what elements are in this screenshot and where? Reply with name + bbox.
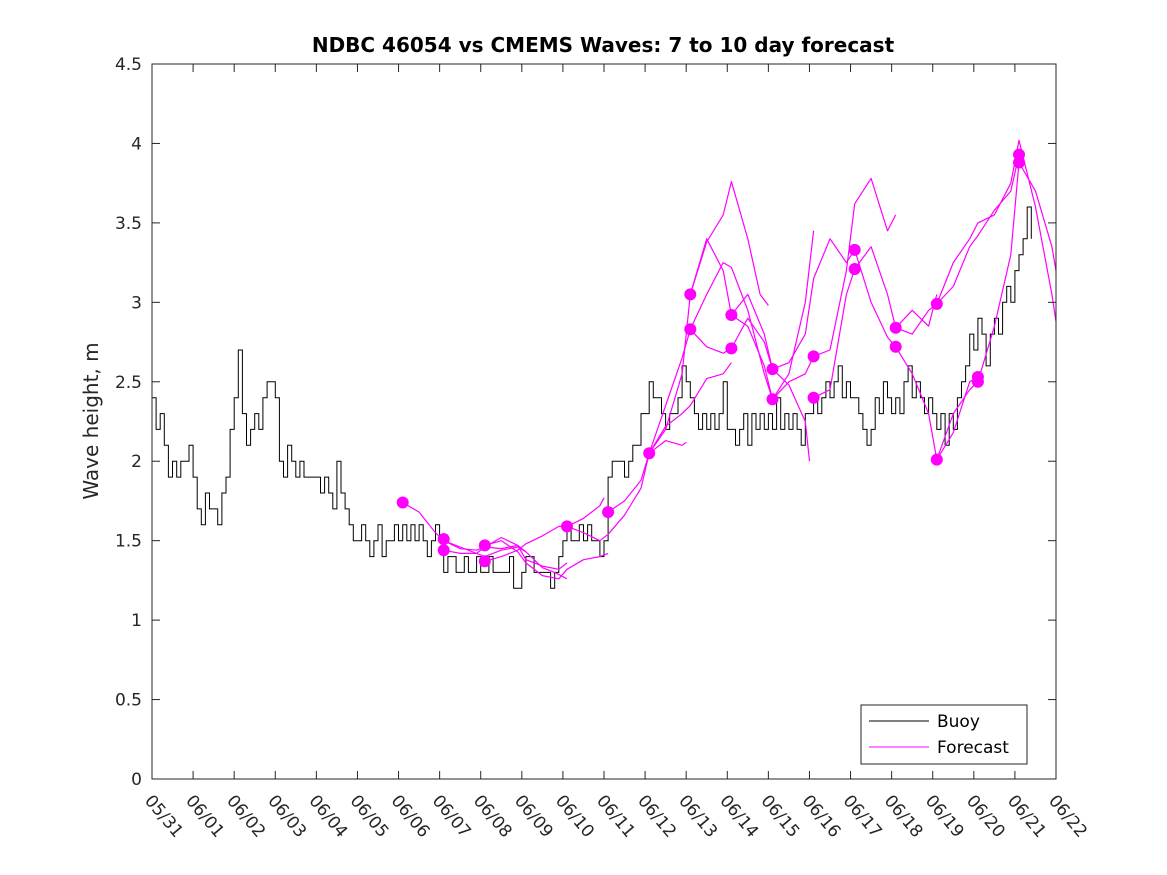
plot-area [152,64,1056,779]
forecast-line [936,139,1057,322]
forecast-line [566,440,687,542]
forecast-line [484,497,605,562]
forecast-line [730,238,856,370]
forecast-marker [766,393,779,406]
forecast-marker [561,520,573,533]
buoy-series [152,206,1032,589]
forecast-marker [848,263,861,275]
forecast-marker [684,323,697,336]
forecast-line [895,154,1020,335]
forecast-marker [807,350,820,363]
y-tick-label: 3.5 [115,214,142,234]
y-axis: 0 0.5 1 1.5 2 2.5 3 3.5 4 4.5 [115,55,1056,790]
buoy-line [152,206,1032,589]
legend-label-forecast: Forecast [937,738,1009,758]
forecast-line [854,249,979,461]
forecast-line [402,501,527,553]
y-tick-label: 4.5 [115,55,142,75]
forecast-line [689,230,815,400]
forecast-line [813,246,938,399]
y-tick-label: 4 [131,134,142,154]
forecast-marker [602,506,615,519]
forecast-line [484,540,609,580]
forecast-line [689,317,811,462]
y-tick-label: 0 [131,770,142,790]
forecast-marker [766,363,779,376]
forecast-marker [684,288,697,301]
forecast-line [443,540,568,580]
y-tick-label: 2.5 [115,373,142,393]
forecast-marker [1013,156,1025,169]
forecast-line [648,262,774,454]
y-tick-label: 3 [131,293,142,313]
y-tick-label: 2 [131,452,142,472]
y-axis-label: Wave height, m [79,342,103,499]
forecast-marker [478,555,491,568]
forecast-line [772,177,897,400]
y-tick-label: 1 [131,611,142,631]
y-tick-label: 0.5 [115,691,142,711]
forecast-markers [396,148,1025,568]
forecast-marker [478,539,491,552]
forecast-line [607,362,732,513]
forecast-marker [643,447,656,460]
forecast-marker [889,340,902,353]
legend-box [860,704,1028,765]
forecast-marker [930,297,943,310]
forecast-line [648,181,769,454]
forecast-marker [971,375,984,388]
forecast-marker [889,321,902,334]
y-tick-label: 1.5 [115,532,142,552]
forecast-marker [437,544,450,557]
forecast-marker [848,243,861,256]
chart-title: NDBC 46054 vs CMEMS Waves: 7 to 10 day f… [312,33,895,57]
forecast-line [936,161,1057,460]
forecast-line [443,536,568,570]
forecast-series [402,139,1057,580]
legend: Buoy Forecast [860,704,1028,765]
legend-label-buoy: Buoy [937,712,980,732]
forecast-marker [437,533,450,546]
forecast-marker [807,391,820,404]
forecast-marker [396,496,409,509]
forecast-marker [725,309,738,321]
forecast-marker [725,342,738,355]
forecast-marker [930,453,943,466]
